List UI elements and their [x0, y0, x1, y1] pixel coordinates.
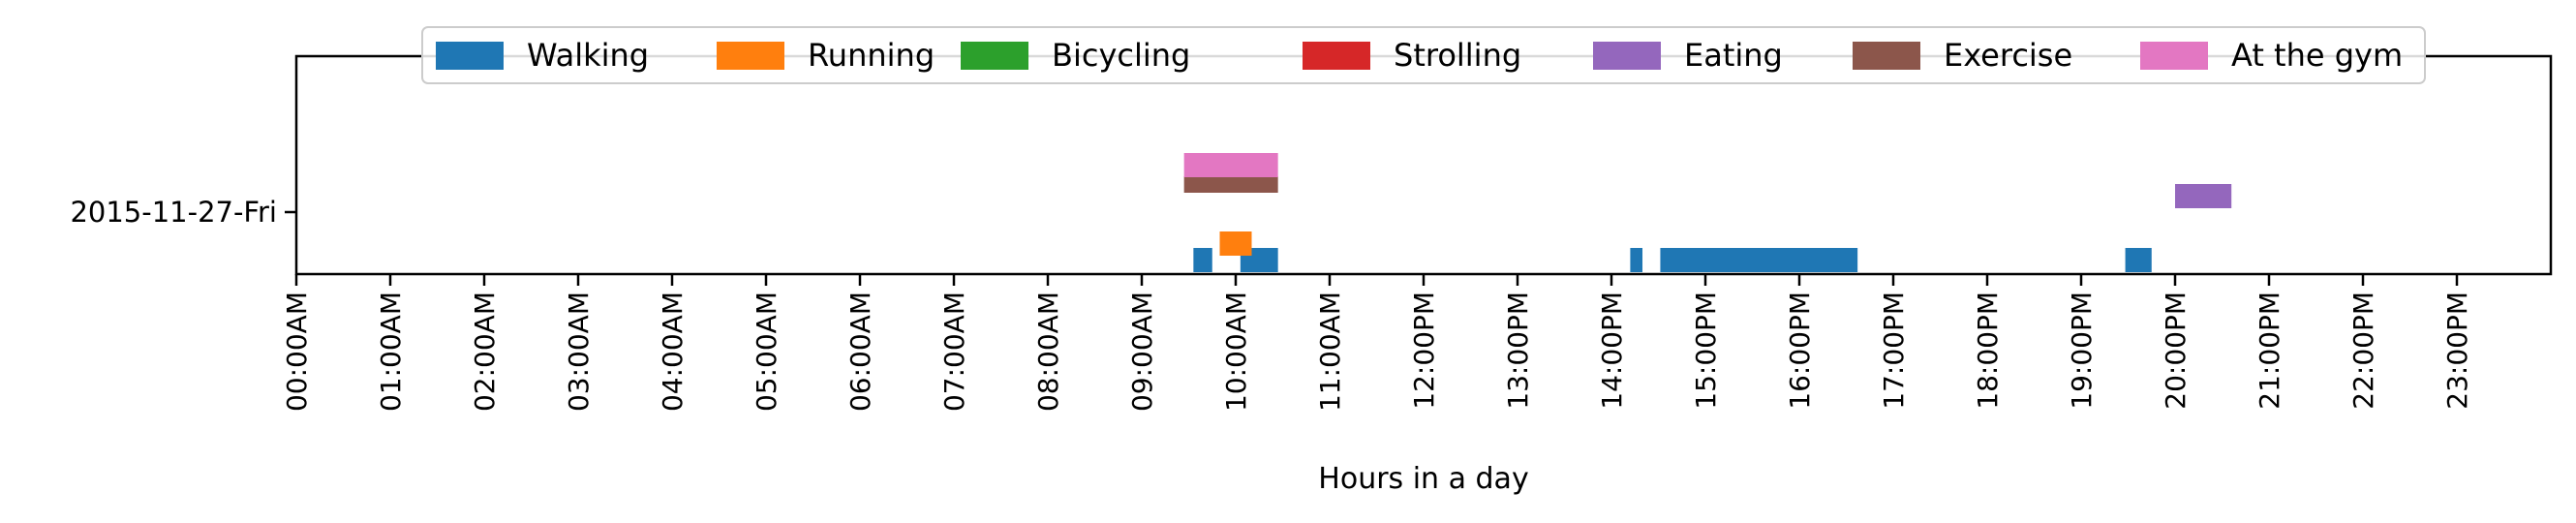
x-tick-label: 23:00PM: [2441, 292, 2473, 410]
x-tick-label: 13:00PM: [1502, 292, 1534, 410]
legend-label-walking: Walking: [527, 37, 649, 74]
x-tick-label: 10:00AM: [1220, 292, 1252, 412]
x-tick-label: 14:00PM: [1596, 292, 1628, 410]
x-tick-label: 17:00PM: [1878, 292, 1910, 410]
legend-label-at-the-gym: At the gym: [2231, 37, 2403, 74]
legend-swatch-eating: [1593, 42, 1661, 70]
legend-label-eating: Eating: [1684, 37, 1783, 74]
x-axis: 00:00AM 01:00AM 02:00AM 03:00AM 04:00AM 05:00…: [281, 274, 2473, 412]
x-tick-label: 18:00PM: [1972, 292, 2004, 410]
x-tick-label: 02:00AM: [469, 292, 501, 412]
x-tick-label: 20:00PM: [2160, 292, 2192, 410]
y-tick-label: 2015-11-27-Fri: [70, 196, 277, 229]
x-tick-label: 03:00AM: [563, 292, 595, 412]
bar-walking-1: [1193, 248, 1212, 272]
activity-bars: [1183, 153, 2232, 272]
bar-at-the-gym-1: [1183, 153, 1278, 177]
bar-exercise-1: [1183, 176, 1278, 193]
x-tick-label: 00:00AM: [281, 292, 313, 412]
legend-label-bicycling: Bicycling: [1052, 37, 1190, 74]
legend-swatch-exercise: [1853, 42, 1920, 70]
bar-walking-3: [1630, 248, 1643, 272]
bar-eating-1: [2175, 184, 2232, 208]
x-tick-label: 09:00AM: [1126, 292, 1158, 412]
x-tick-label: 08:00AM: [1032, 292, 1064, 412]
legend-label-running: Running: [808, 37, 935, 74]
x-tick-label: 16:00PM: [1784, 292, 1816, 410]
bar-walking-5: [2125, 248, 2152, 272]
x-tick-label: 22:00PM: [2347, 292, 2379, 410]
plot-frame: [294, 54, 2553, 276]
legend-label-strolling: Strolling: [1394, 37, 1521, 74]
bar-walking-4: [1660, 248, 1858, 272]
x-tick-label: 06:00AM: [844, 292, 876, 412]
y-axis: 2015-11-27-Fri: [70, 196, 296, 229]
legend-swatch-walking: [436, 42, 504, 70]
legend-box: [421, 26, 2426, 84]
legend-swatch-running: [717, 42, 784, 70]
x-tick-label: 11:00AM: [1314, 292, 1346, 412]
legend-swatch-at-the-gym: [2140, 42, 2208, 70]
legend: Walking Running Bicycling Strolling Eating Ex…: [421, 26, 2426, 84]
x-tick-label: 07:00AM: [938, 292, 970, 412]
x-axis-label: Hours in a day: [1318, 462, 1528, 496]
x-tick-label: 12:00PM: [1408, 292, 1440, 410]
x-tick-label: 05:00AM: [751, 292, 782, 412]
x-tick-label: 01:00AM: [375, 292, 407, 412]
bar-running-1: [1219, 231, 1252, 256]
legend-swatch-bicycling: [961, 42, 1028, 70]
x-tick-label: 21:00PM: [2254, 292, 2285, 410]
x-tick-label: 04:00AM: [657, 292, 689, 412]
legend-label-exercise: Exercise: [1944, 37, 2072, 74]
x-tick-label: 15:00PM: [1690, 292, 1722, 410]
legend-swatch-strolling: [1303, 42, 1370, 70]
x-tick-label: 19:00PM: [2066, 292, 2098, 410]
